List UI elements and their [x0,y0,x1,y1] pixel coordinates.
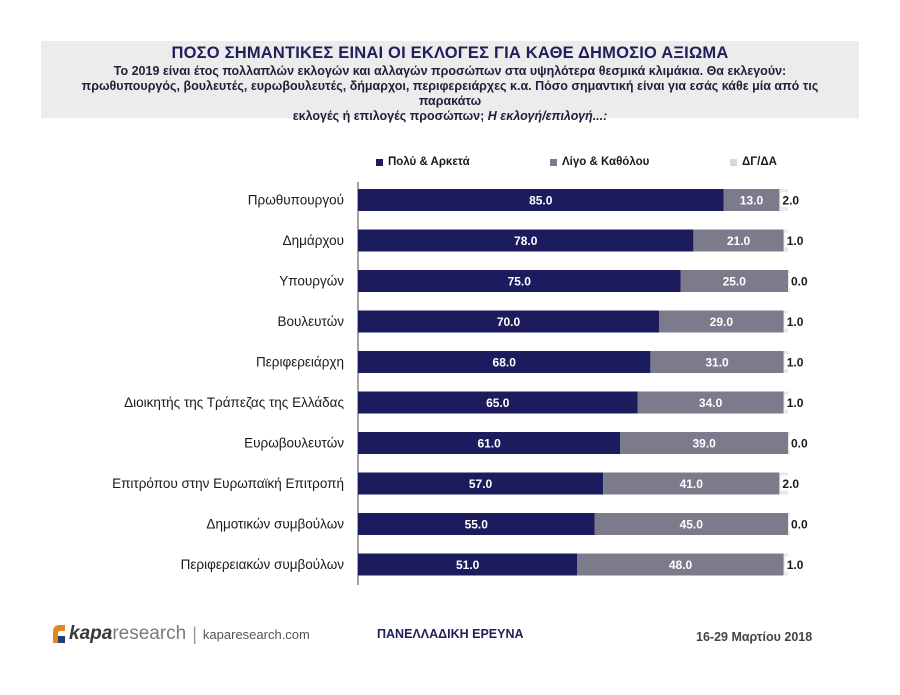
data-label: 65.0 [486,396,510,410]
data-label-background [784,232,807,248]
legend-label-2: Λίγο & Καθόλου [562,156,650,168]
chart-header: ΠΟΣΟ ΣΗΜΑΝΤΙΚΕΣ ΕΙΝΑΙ ΟΙ ΕΚΛΟΓΕΣ ΓΙΑ ΚΑΘ… [41,41,859,123]
legend-item-3: ΔΓ/ΔΑ [730,156,777,168]
data-label: 85.0 [529,194,553,208]
legend-label-1: Πολύ & Αρκετά [388,156,470,168]
chart-title: ΠΟΣΟ ΣΗΜΑΝΤΙΚΕΣ ΕΙΝΑΙ ΟΙ ΕΚΛΟΓΕΣ ΓΙΑ ΚΑΘ… [171,44,729,62]
data-label: 1.0 [787,234,804,248]
data-label: 0.0 [791,437,808,451]
data-label: 0.0 [791,518,808,532]
data-label-background [784,394,807,410]
bar-segment [358,391,638,414]
bar-segment [358,229,694,252]
data-label: 25.0 [723,275,747,289]
data-label: 1.0 [787,396,804,410]
category-label: Ευρωβουλευτών [244,436,344,451]
subtitle-line-1: Το 2019 είναι έτος πολλαπλών εκλογών και… [113,64,787,78]
survey-date: 16-29 Μαρτίου 2018 [696,630,813,644]
data-label: 2.0 [782,194,799,208]
subtitle-line-3-italic: Η εκλογή/επιλογή...: [487,109,608,123]
data-label-background [780,192,803,207]
bar-segment [659,310,784,333]
logo-separator: | [192,623,197,644]
category-label: Δημοτικών συμβούλων [206,517,344,532]
legend-swatch-3 [730,158,737,166]
bar-segment [650,351,784,373]
data-label: 78.0 [514,234,538,248]
bar-segment [358,472,604,495]
subtitle-line-3-question: εκλογές ή επιλογές προσώπων; [292,109,485,123]
category-label: Περιφερειακών συμβούλων [181,557,345,572]
bar-segment [577,553,784,576]
data-label: 1.0 [787,356,804,370]
survey-label: ΠΑΝΕΛΛΑΔΙΚΗ ΕΡΕΥΝΑ [377,627,524,641]
data-label-background [789,516,811,531]
website-label: kaparesearch.com [202,626,310,642]
data-label-background [789,273,811,288]
data-label: 75.0 [508,275,532,289]
bar-segment [603,472,780,495]
data-label: 70.0 [497,315,521,329]
data-label: 13.0 [740,194,764,208]
data-label: 61.0 [477,437,501,451]
legend-swatch-2 [550,158,557,166]
bar-segment [358,189,724,211]
data-label: 1.0 [787,558,804,572]
bar-segment [358,351,651,373]
category-label: Διοικητής της Τράπεζας της Ελλάδας [124,395,344,410]
data-label: 2.0 [782,477,799,491]
bar-segment [358,310,659,333]
subtitle-line-3: εκλογές ή επιλογές προσώπων; Η εκλογή/επ… [53,109,847,124]
subtitle-line-2: πρωθυπουργός, βουλευτές, ευρωβουλευτές, … [81,79,819,108]
category-label: Υπουργών [279,274,344,289]
data-label: 31.0 [705,356,729,370]
stacked-bar-chart: Πρωθυπουργού 85.0 13.0 2.0 Δημάρχου 78.0 21.0 1… [112,182,811,585]
legend-item-1: Πολύ & Αρκετά [376,156,470,168]
data-label: 39.0 [692,437,716,451]
bar-segment [358,270,681,292]
bar-segment [680,270,788,292]
kapa-research-logo: kapa research | kaparesearch.com [52,623,310,645]
bar-segment [358,553,578,576]
legend-swatch-1 [376,158,383,166]
bar-segment [594,513,788,535]
bar-segment [358,432,621,454]
data-label: 48.0 [669,558,693,572]
logo-research-text: research [112,623,187,644]
logo-kapa-text: kapa [69,623,113,644]
data-label: 45.0 [680,518,704,532]
category-label: Δημάρχου [283,233,344,248]
chart-legend: Πολύ & Αρκετά Λίγο & Καθόλου ΔΓ/ΔΑ [376,156,806,176]
data-label: 51.0 [456,558,480,572]
data-label-background [780,475,803,491]
data-label: 41.0 [680,477,704,491]
data-label-background [784,313,807,329]
data-label: 68.0 [493,356,517,370]
bar-segment [693,229,784,252]
kapa-logo-icon [53,625,65,643]
bar-segment [637,391,784,414]
legend-item-2: Λίγο & Καθόλου [550,156,649,168]
data-label: 34.0 [699,396,723,410]
bar-segment [358,513,595,535]
data-label: 1.0 [787,315,804,329]
category-label: Περιφερειάρχη [256,355,344,370]
data-label: 0.0 [791,275,808,289]
category-label: Πρωθυπουργού [248,193,344,208]
bar-segment [620,432,788,454]
data-label-background [784,556,807,572]
data-label-background [789,435,811,450]
category-label: Επιτρόπου στην Ευρωπαϊκή Επιτροπή [112,476,344,491]
data-label: 29.0 [710,315,734,329]
data-label: 57.0 [469,477,493,491]
bar-segment [723,189,780,211]
data-label: 55.0 [465,518,489,532]
category-label: Βουλευτών [278,314,345,329]
chart-subtitle: Το 2019 είναι έτος πολλαπλών εκλογών και… [41,64,859,124]
legend-label-3: ΔΓ/ΔΑ [742,156,777,168]
data-label: 21.0 [727,234,751,248]
data-label-background [784,354,807,369]
